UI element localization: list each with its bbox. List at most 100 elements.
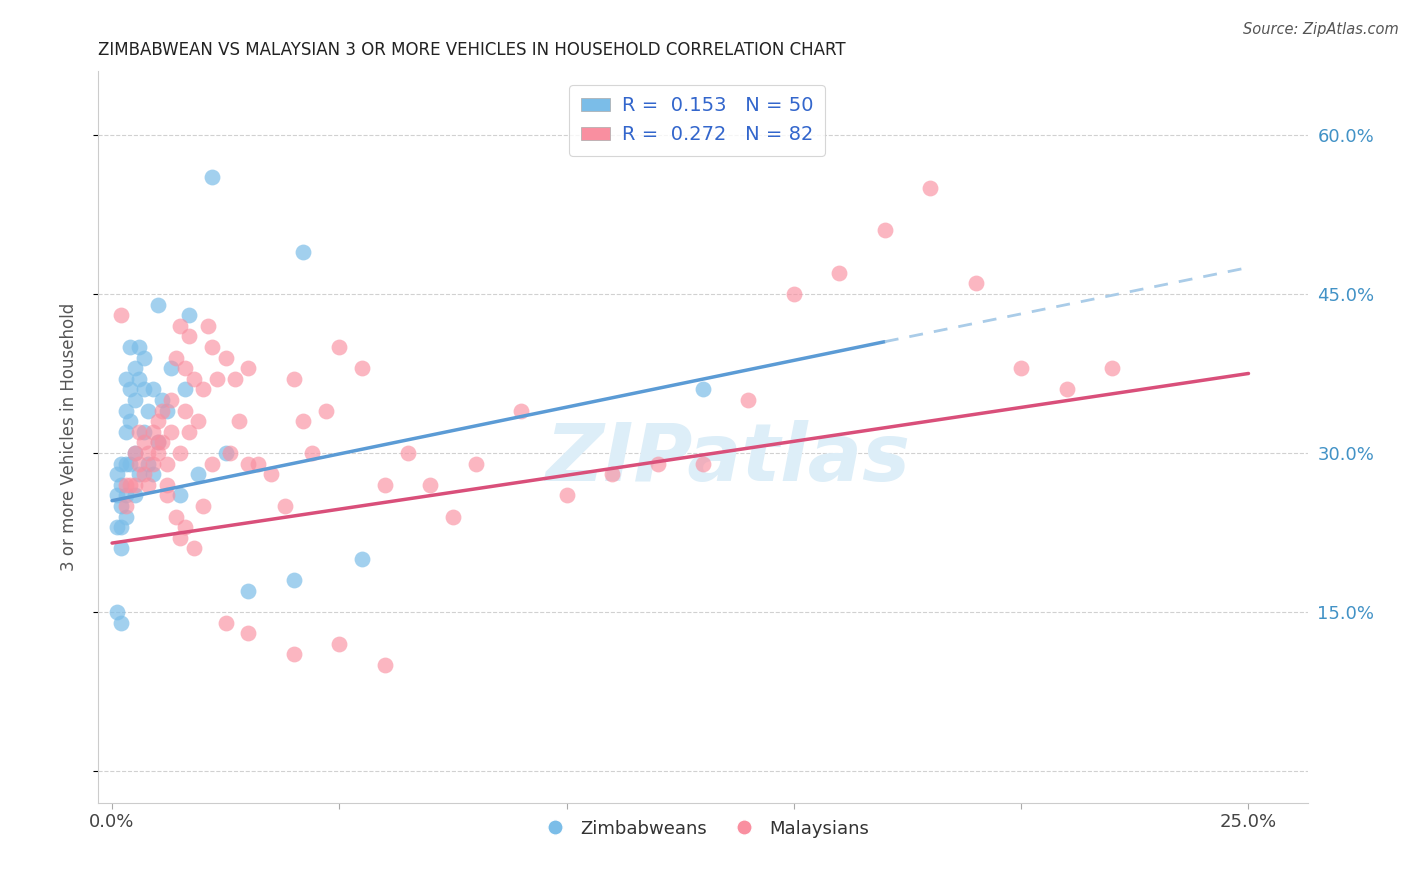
Point bbox=[124, 361, 146, 376]
Point bbox=[183, 541, 205, 556]
Point bbox=[110, 308, 132, 322]
Point bbox=[114, 425, 136, 439]
Point bbox=[169, 488, 191, 502]
Point bbox=[138, 457, 160, 471]
Point bbox=[920, 181, 942, 195]
Point bbox=[238, 361, 260, 376]
Point bbox=[128, 457, 150, 471]
Point bbox=[132, 467, 155, 482]
Point bbox=[441, 509, 464, 524]
Text: ZIPatlas: ZIPatlas bbox=[544, 420, 910, 498]
Point bbox=[120, 383, 142, 397]
Point bbox=[155, 488, 177, 502]
Point bbox=[191, 499, 214, 513]
Point bbox=[187, 414, 209, 428]
Point bbox=[228, 414, 250, 428]
Point bbox=[120, 477, 142, 491]
Point bbox=[600, 467, 623, 482]
Point bbox=[197, 318, 219, 333]
Point bbox=[352, 552, 374, 566]
Point bbox=[374, 477, 396, 491]
Point bbox=[110, 541, 132, 556]
Point bbox=[191, 383, 214, 397]
Point bbox=[173, 361, 195, 376]
Point bbox=[120, 340, 142, 354]
Point bbox=[179, 425, 201, 439]
Point bbox=[138, 477, 160, 491]
Point bbox=[114, 499, 136, 513]
Point bbox=[169, 531, 191, 545]
Point bbox=[142, 457, 165, 471]
Point bbox=[173, 403, 195, 417]
Point bbox=[238, 626, 260, 640]
Point bbox=[328, 637, 350, 651]
Point bbox=[146, 435, 169, 450]
Point bbox=[215, 351, 238, 365]
Point bbox=[246, 457, 269, 471]
Point bbox=[146, 446, 169, 460]
Point bbox=[155, 403, 177, 417]
Point bbox=[301, 446, 323, 460]
Point bbox=[283, 648, 305, 662]
Point bbox=[160, 361, 183, 376]
Point bbox=[215, 615, 238, 630]
Point bbox=[142, 425, 165, 439]
Point bbox=[464, 457, 486, 471]
Point bbox=[274, 499, 297, 513]
Point bbox=[132, 435, 155, 450]
Point bbox=[201, 170, 224, 185]
Point bbox=[146, 297, 169, 311]
Point bbox=[132, 383, 155, 397]
Point bbox=[179, 329, 201, 343]
Point bbox=[165, 351, 187, 365]
Point bbox=[114, 509, 136, 524]
Point bbox=[201, 457, 224, 471]
Point bbox=[555, 488, 578, 502]
Point bbox=[165, 509, 187, 524]
Point bbox=[510, 403, 533, 417]
Point bbox=[187, 467, 209, 482]
Point bbox=[737, 392, 759, 407]
Point bbox=[110, 499, 132, 513]
Legend: Zimbabweans, Malaysians: Zimbabweans, Malaysians bbox=[530, 813, 876, 845]
Point bbox=[114, 477, 136, 491]
Point bbox=[283, 573, 305, 587]
Point bbox=[205, 372, 228, 386]
Point bbox=[1101, 361, 1123, 376]
Point bbox=[873, 223, 896, 237]
Point bbox=[124, 488, 146, 502]
Point bbox=[110, 520, 132, 534]
Point bbox=[169, 318, 191, 333]
Point bbox=[328, 340, 350, 354]
Point bbox=[124, 446, 146, 460]
Point bbox=[291, 414, 314, 428]
Point bbox=[692, 383, 714, 397]
Point bbox=[173, 520, 195, 534]
Point bbox=[155, 457, 177, 471]
Y-axis label: 3 or more Vehicles in Household: 3 or more Vehicles in Household bbox=[59, 303, 77, 571]
Point bbox=[128, 425, 150, 439]
Point bbox=[692, 457, 714, 471]
Point bbox=[238, 583, 260, 598]
Point bbox=[155, 477, 177, 491]
Point bbox=[110, 615, 132, 630]
Point bbox=[105, 520, 128, 534]
Point bbox=[215, 446, 238, 460]
Point bbox=[238, 457, 260, 471]
Point bbox=[110, 477, 132, 491]
Point bbox=[173, 383, 195, 397]
Point bbox=[315, 403, 337, 417]
Point bbox=[110, 457, 132, 471]
Point bbox=[647, 457, 669, 471]
Point bbox=[352, 361, 374, 376]
Point bbox=[120, 457, 142, 471]
Point bbox=[114, 372, 136, 386]
Text: ZIMBABWEAN VS MALAYSIAN 3 OR MORE VEHICLES IN HOUSEHOLD CORRELATION CHART: ZIMBABWEAN VS MALAYSIAN 3 OR MORE VEHICL… bbox=[98, 41, 846, 59]
Point bbox=[120, 414, 142, 428]
Point bbox=[1056, 383, 1078, 397]
Point bbox=[260, 467, 283, 482]
Point bbox=[114, 457, 136, 471]
Point bbox=[124, 446, 146, 460]
Point bbox=[105, 467, 128, 482]
Point bbox=[114, 488, 136, 502]
